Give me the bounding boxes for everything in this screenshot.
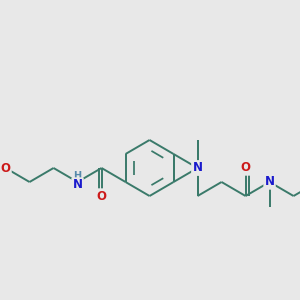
Text: N: N bbox=[265, 176, 275, 188]
Text: N: N bbox=[193, 161, 202, 175]
Text: O: O bbox=[193, 161, 202, 175]
Text: N: N bbox=[73, 178, 82, 191]
Text: H: H bbox=[74, 171, 82, 181]
Text: O: O bbox=[1, 161, 10, 175]
Text: O: O bbox=[241, 161, 250, 175]
Text: O: O bbox=[97, 190, 106, 202]
